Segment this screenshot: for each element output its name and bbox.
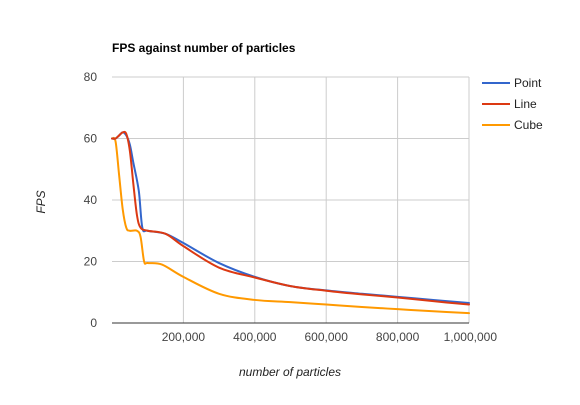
x-tick-label: 800,000	[376, 330, 420, 344]
y-tick-label: 40	[84, 193, 98, 207]
x-tick-label: 400,000	[233, 330, 277, 344]
x-tick-label: 200,000	[162, 330, 206, 344]
x-axis-title: number of particles	[239, 365, 341, 379]
y-tick-label: 80	[84, 70, 98, 84]
series-lines	[111, 130, 470, 315]
series-line-point	[111, 131, 470, 305]
gridlines	[112, 76, 470, 323]
chart-title: FPS against number of particles	[112, 41, 296, 55]
x-tick-label: 600,000	[305, 330, 349, 344]
legend-label-cube: Cube	[514, 118, 543, 132]
legend: Point Line Cube	[482, 76, 543, 132]
legend-label-line: Line	[514, 97, 537, 111]
y-tick-label: 20	[84, 255, 98, 269]
axes: 0 20 40 60 80 200,000 400,000 600,000 800,000 1,0…	[84, 70, 498, 344]
y-tick-label: 0	[90, 316, 97, 330]
y-axis-title: FPS	[34, 190, 48, 213]
y-tick-label: 60	[84, 132, 98, 146]
series-line-cube	[111, 136, 470, 315]
series-line-line	[111, 130, 470, 306]
legend-label-point: Point	[514, 76, 542, 90]
x-tick-label: 1,000,000	[444, 330, 498, 344]
